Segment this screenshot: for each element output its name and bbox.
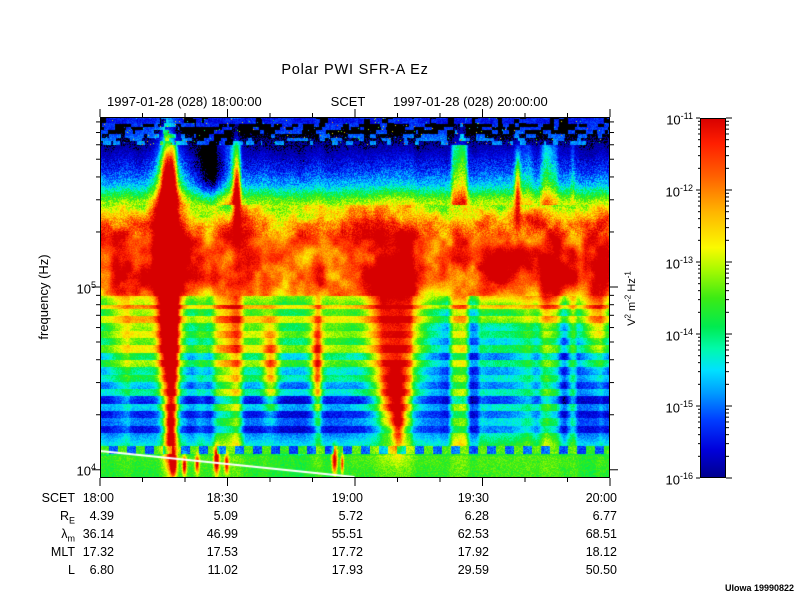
header-end-datetime: 1997-01-28 (028) 20:00:00 <box>393 94 548 109</box>
table-cell: 5.72 <box>338 509 363 523</box>
table-cell: 55.51 <box>331 527 363 541</box>
table-cell: 17.53 <box>206 545 238 559</box>
colorbar-tick-label-1e-14: 10-14 <box>665 327 693 344</box>
table-row-label-lambda-m: λm <box>61 527 75 544</box>
table-cell: 29.59 <box>457 563 489 577</box>
table-cell: 18:30 <box>206 491 238 505</box>
colorbar-tick-label-1e-12: 10-12 <box>665 183 693 200</box>
table-cell: 6.28 <box>464 509 489 523</box>
colorbar-tick-label-1e-13: 10-13 <box>665 255 693 272</box>
table-cell: 20:00 <box>585 491 617 505</box>
table-row-label-mlt: MLT <box>50 545 75 559</box>
table-cell: 18:00 <box>82 491 114 505</box>
table-cell: 18.12 <box>585 545 617 559</box>
table-cell: 11.02 <box>207 563 238 577</box>
table-cell: 5.09 <box>213 509 238 523</box>
colorbar-unit-label: V2 m-2 Hz-1 <box>623 271 639 326</box>
colorbar-gradient <box>700 118 726 478</box>
colorbar-tick-label-1e-11: 10-11 <box>666 111 693 128</box>
table-cell: 4.39 <box>89 509 114 523</box>
table-cell: 17.72 <box>331 545 363 559</box>
spectrogram-canvas <box>100 117 610 478</box>
table-cell: 19:30 <box>457 491 489 505</box>
y-axis-label: frequency (Hz) <box>36 254 51 340</box>
table-cell: 17.92 <box>457 545 489 559</box>
table-cell: 6.77 <box>592 509 617 523</box>
table-row-label-scet: SCET <box>41 491 75 505</box>
table-cell: 6.80 <box>89 563 114 577</box>
header-scet-label: SCET <box>330 94 366 109</box>
table-cell: 19:00 <box>331 491 363 505</box>
table-cell: 36.14 <box>82 527 114 541</box>
y-tick-label-1e5: 105 <box>76 280 96 297</box>
colorbar-tick-label-1e-16: 10-16 <box>665 471 693 488</box>
table-cell: 50.50 <box>585 563 617 577</box>
header-start-datetime: 1997-01-28 (028) 18:00:00 <box>107 94 262 109</box>
table-row-label-re: RE <box>59 509 75 526</box>
table-row-label-l: L <box>68 563 75 577</box>
credit-label: UIowa 19990822 <box>724 583 794 593</box>
table-cell: 46.99 <box>206 527 238 541</box>
table-cell: 62.53 <box>457 527 489 541</box>
table-cell: 17.32 <box>82 545 114 559</box>
colorbar-tick-label-1e-15: 10-15 <box>665 399 693 416</box>
page-title: Polar PWI SFR-A Ez <box>281 62 429 78</box>
table-cell: 17.93 <box>331 563 363 577</box>
table-cell: 68.51 <box>585 527 617 541</box>
y-tick-label-1e4: 104 <box>76 462 96 479</box>
